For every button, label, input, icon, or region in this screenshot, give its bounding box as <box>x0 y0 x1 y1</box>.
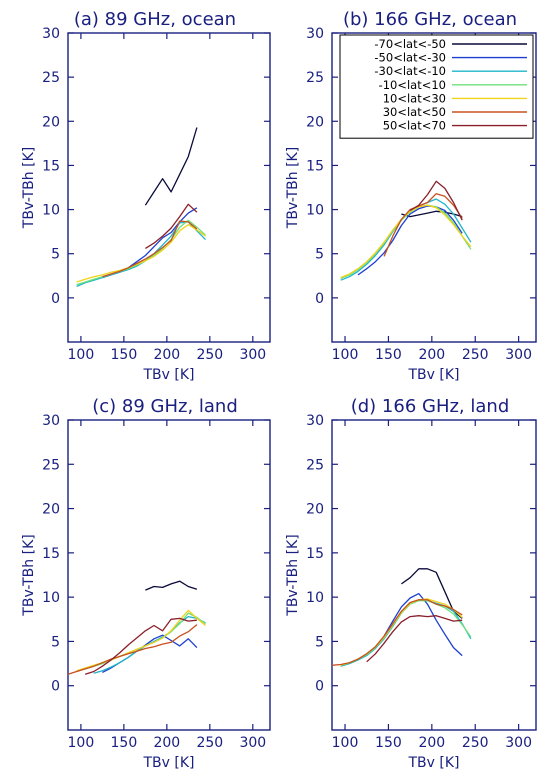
y-axis-label: TBv-TBh [K] <box>21 534 37 616</box>
series-line-7 <box>145 203 198 249</box>
x-tick-label: 150 <box>375 735 402 751</box>
series-line-6 <box>67 624 198 675</box>
y-tick-label: 0 <box>315 679 324 695</box>
plot-frame <box>331 419 537 731</box>
x-tick-label: 200 <box>153 735 180 751</box>
y-tick-label: 5 <box>315 634 324 650</box>
series-line-6 <box>331 599 463 666</box>
series-line-1 <box>401 210 463 218</box>
series-line-6 <box>383 193 463 257</box>
x-tick-label: 300 <box>239 347 266 363</box>
plot-frame <box>331 32 537 343</box>
x-tick-label: 200 <box>418 735 445 751</box>
y-axis-label: TBv-TBh [K] <box>285 147 301 229</box>
y-tick-label: 25 <box>306 457 324 473</box>
x-tick-label: 100 <box>68 347 95 363</box>
legend-box <box>339 34 534 139</box>
y-tick-label: 25 <box>42 457 60 473</box>
series-line-1 <box>145 580 198 591</box>
x-tick-label: 100 <box>332 347 359 363</box>
x-tick-label: 200 <box>153 347 180 363</box>
y-tick-label: 15 <box>306 546 324 562</box>
panel-title: (a) 89 GHz, ocean <box>74 9 236 30</box>
x-axis-label: TBv [K] <box>408 755 460 771</box>
x-tick-label: 100 <box>332 735 359 751</box>
legend-label: -70<lat<-50 <box>374 37 446 51</box>
x-axis-label: TBv [K] <box>143 367 195 383</box>
series-line-1 <box>144 127 198 206</box>
series-line-3 <box>93 615 206 674</box>
series-line-7 <box>366 615 463 663</box>
series-line-4 <box>340 204 472 280</box>
series-line-2 <box>102 207 198 279</box>
series-line-4 <box>76 219 206 286</box>
y-tick-label: 10 <box>306 590 324 606</box>
x-tick-label: 250 <box>462 347 489 363</box>
y-axis-label: TBv-TBh [K] <box>21 147 37 229</box>
y-axis-label: TBv-TBh [K] <box>285 534 301 616</box>
x-axis-label: TBv [K] <box>408 367 460 383</box>
x-tick-label: 300 <box>505 735 532 751</box>
panel-title: (b) 166 GHz, ocean <box>343 9 517 30</box>
x-tick-label: 150 <box>111 735 138 751</box>
series-line-2 <box>102 634 198 673</box>
y-tick-label: 5 <box>51 634 60 650</box>
y-tick-label: 20 <box>42 502 60 518</box>
y-tick-label: 25 <box>306 70 324 86</box>
series-line-6 <box>102 220 198 278</box>
series-line-4 <box>76 612 206 673</box>
panel-4: (d) 166 GHz, land 100 150 200 250 300 0 5 10 15 20… <box>285 396 537 771</box>
y-tick-label: 10 <box>42 203 60 219</box>
x-tick-label: 200 <box>418 347 445 363</box>
y-tick-label: 20 <box>306 114 324 130</box>
x-axis-label: TBv [K] <box>143 755 195 771</box>
panel-3: (c) 89 GHz, land 100 150 200 250 300 0 5 10 15 20 2… <box>21 396 271 771</box>
x-tick-label: 100 <box>68 735 95 751</box>
y-tick-label: 0 <box>51 291 60 307</box>
y-tick-label: 5 <box>315 247 324 263</box>
panel-title: (d) 166 GHz, land <box>351 396 510 417</box>
y-tick-label: 0 <box>51 679 60 695</box>
legend-label: 50<lat<70 <box>383 119 446 133</box>
x-tick-label: 300 <box>505 347 532 363</box>
series-line-5 <box>340 204 472 279</box>
y-tick-label: 15 <box>306 158 324 174</box>
legend-label: -30<lat<-10 <box>374 64 446 78</box>
panel-2: (b) 166 GHz, ocean 100 150 200 250 300 0 5 10 15 2… <box>285 9 537 383</box>
x-tick-label: 300 <box>239 735 266 751</box>
x-tick-label: 250 <box>196 735 223 751</box>
series-line-3 <box>340 599 472 667</box>
y-tick-label: 15 <box>42 546 60 562</box>
x-tick-label: 150 <box>375 347 402 363</box>
y-tick-label: 5 <box>51 247 60 263</box>
legend-label: 10<lat<30 <box>383 91 446 105</box>
plot-frame <box>67 419 271 731</box>
series-line-7 <box>85 617 197 675</box>
y-tick-label: 30 <box>306 26 324 42</box>
y-tick-label: 10 <box>306 203 324 219</box>
series-line-2 <box>357 205 463 276</box>
panel-1: (a) 89 GHz, ocean 100 150 200 250 300 0 5 10 15 20… <box>21 9 271 383</box>
legend-label: 30<lat<50 <box>383 105 446 119</box>
legend-label: -50<lat<-30 <box>374 51 446 65</box>
plot-frame <box>67 32 271 343</box>
y-tick-label: 15 <box>42 158 60 174</box>
y-tick-label: 30 <box>306 413 324 429</box>
panel-title: (c) 89 GHz, land <box>92 396 238 417</box>
x-tick-label: 250 <box>462 735 489 751</box>
legend: -70<lat<-50-50<lat<-30-30<lat<-10-10<lat… <box>339 34 534 139</box>
y-tick-label: 30 <box>42 413 60 429</box>
x-tick-label: 150 <box>111 347 138 363</box>
y-tick-label: 30 <box>42 26 60 42</box>
y-tick-label: 20 <box>42 114 60 130</box>
y-tick-label: 10 <box>42 590 60 606</box>
legend-label: -10<lat<10 <box>379 78 446 92</box>
series-line-7 <box>409 180 463 221</box>
y-tick-label: 20 <box>306 502 324 518</box>
y-tick-label: 25 <box>42 70 60 86</box>
x-tick-label: 250 <box>196 347 223 363</box>
y-tick-label: 0 <box>315 291 324 307</box>
series-line-5 <box>76 223 206 283</box>
